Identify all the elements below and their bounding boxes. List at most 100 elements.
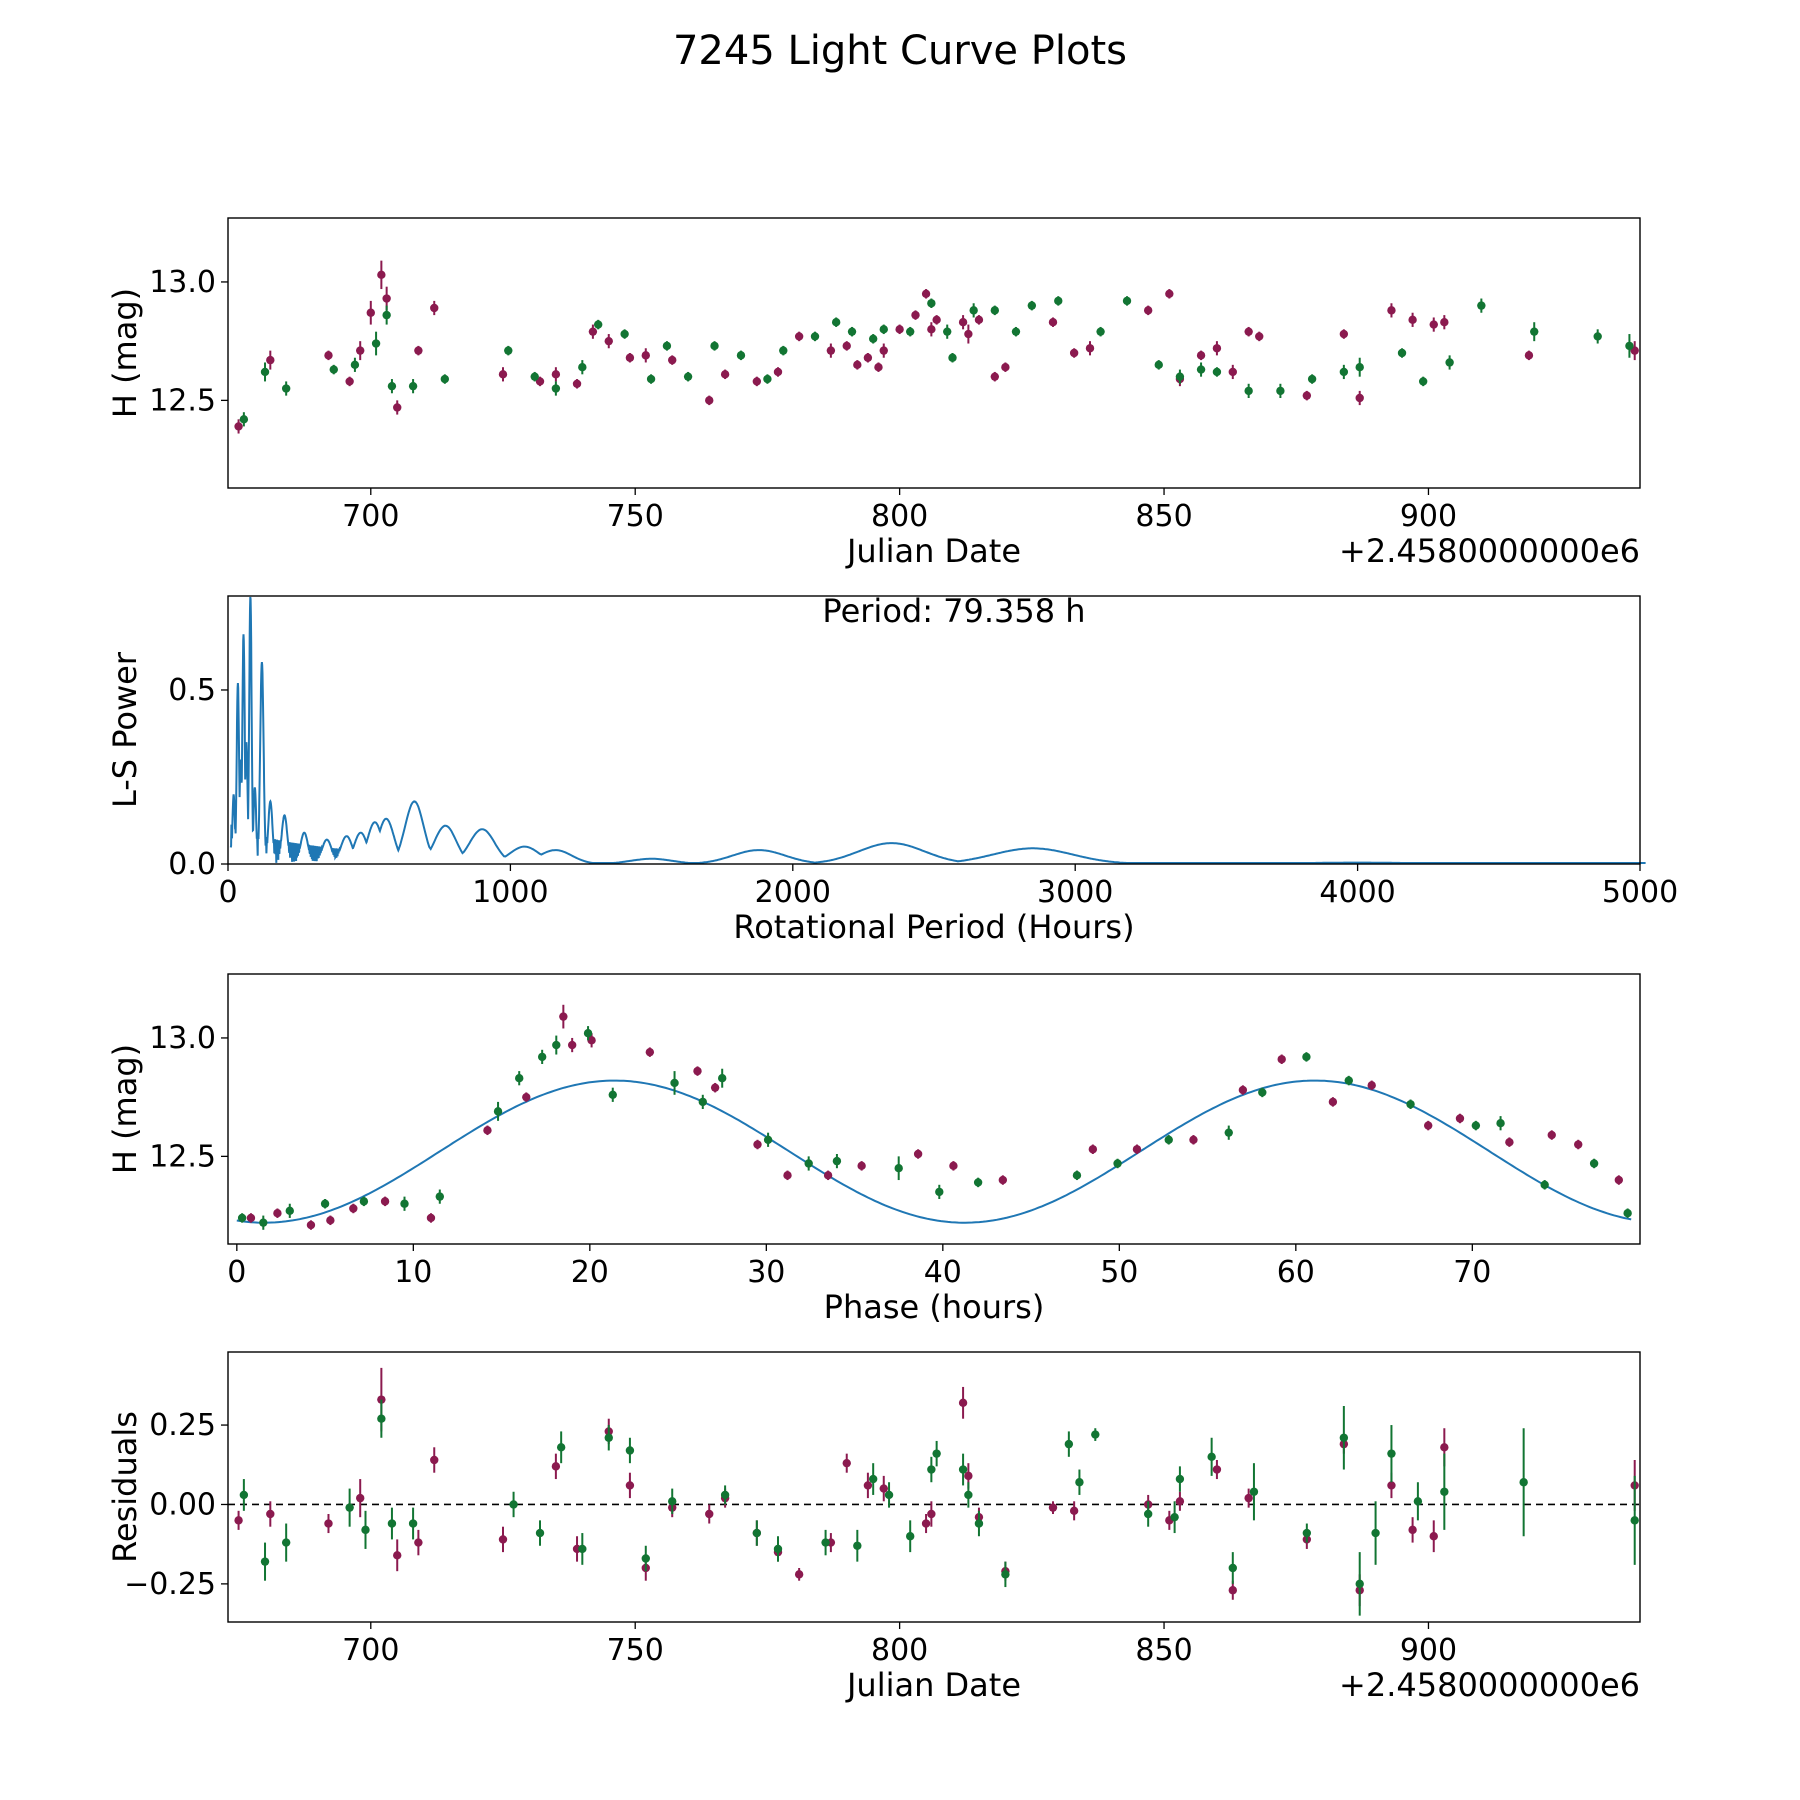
data-point xyxy=(371,339,381,348)
data-point xyxy=(625,1446,635,1455)
data-point xyxy=(1328,1097,1338,1107)
data-point xyxy=(1238,1085,1248,1095)
data-point xyxy=(1530,327,1539,336)
data-point xyxy=(625,1481,635,1490)
data-point xyxy=(973,1178,983,1187)
data-point xyxy=(1011,327,1021,336)
data-point xyxy=(1069,348,1079,358)
data-point xyxy=(1154,360,1163,370)
x-tick-label: 850 xyxy=(1135,1633,1192,1668)
data-point xyxy=(821,1538,830,1547)
data-point xyxy=(387,1519,397,1528)
data-point xyxy=(1085,344,1095,353)
y-tick-label: 12.5 xyxy=(149,1139,216,1174)
data-point xyxy=(718,1074,727,1083)
data-point xyxy=(1196,351,1206,360)
data-point xyxy=(693,1066,702,1076)
y-axis-label: Residuals xyxy=(106,1411,144,1563)
data-point xyxy=(1429,320,1438,329)
data-point xyxy=(1302,1528,1312,1538)
data-point xyxy=(1355,393,1364,403)
x-axis-label: Rotational Period (Hours) xyxy=(733,908,1134,946)
data-point xyxy=(773,367,783,377)
x-tick-label: 0 xyxy=(218,875,237,910)
series-a xyxy=(234,1367,1639,1607)
data-point xyxy=(1228,1586,1237,1595)
data-point xyxy=(879,1484,888,1493)
data-point xyxy=(1212,367,1222,377)
data-point xyxy=(810,332,820,341)
y-axis-label: H (mag) xyxy=(106,1044,144,1174)
data-point xyxy=(935,1187,944,1197)
data-point xyxy=(266,355,275,365)
data-point xyxy=(1574,1140,1583,1149)
data-point xyxy=(1255,332,1264,341)
data-point xyxy=(1072,1171,1082,1180)
y-tick-label: 0.25 xyxy=(149,1408,216,1443)
plot-frame xyxy=(227,1351,1641,1623)
x-tick-label: 900 xyxy=(1400,1633,1457,1668)
data-point xyxy=(1418,377,1428,386)
data-point xyxy=(895,325,904,334)
data-point xyxy=(1096,327,1105,336)
data-point xyxy=(530,372,539,381)
data-point xyxy=(551,1462,561,1471)
data-point xyxy=(361,1525,370,1535)
figure-title: 7245 Light Curve Plots xyxy=(672,28,1127,74)
data-point xyxy=(823,1171,833,1180)
data-point xyxy=(273,1209,282,1218)
data-point xyxy=(857,1161,866,1171)
data-point xyxy=(551,370,561,379)
data-point xyxy=(927,325,936,334)
data-point xyxy=(1625,341,1634,351)
x-tick-label: 0 xyxy=(227,1255,246,1290)
data-point xyxy=(1408,1525,1417,1535)
data-point xyxy=(1355,1579,1364,1589)
data-point xyxy=(393,403,402,412)
data-point xyxy=(345,1503,354,1512)
data-point xyxy=(879,346,888,355)
data-point xyxy=(894,1164,903,1173)
data-point xyxy=(958,1465,968,1474)
light-curve-panel: 700 750 800 850 900 12.5 13.0 Julian Date H (mag… xyxy=(106,217,1641,570)
data-point xyxy=(1440,1443,1449,1452)
data-point xyxy=(832,1156,842,1166)
data-point xyxy=(1001,363,1010,372)
x-tick-label: 2000 xyxy=(755,875,831,910)
data-point xyxy=(1302,391,1312,400)
data-point xyxy=(408,381,418,391)
series-a xyxy=(234,260,1639,434)
data-point xyxy=(1165,289,1174,298)
data-point xyxy=(949,1161,958,1171)
data-point xyxy=(927,1465,936,1474)
data-point xyxy=(1445,358,1454,367)
data-point xyxy=(906,1532,915,1541)
x-axis-label: Julian Date xyxy=(845,532,1021,570)
data-point xyxy=(239,1490,249,1500)
residuals-panel: 700 750 800 850 900 0.25 0.00 −0.25 Julian Date R… xyxy=(106,1351,1641,1704)
x-tick-label: 750 xyxy=(607,1633,664,1668)
data-point xyxy=(868,334,878,343)
data-point xyxy=(400,1199,409,1208)
x-axis-label: Phase (hours) xyxy=(824,1288,1045,1326)
data-point xyxy=(921,1519,931,1528)
data-point xyxy=(1069,1506,1079,1516)
data-point xyxy=(329,365,338,374)
data-point xyxy=(535,1528,545,1538)
data-point xyxy=(1175,1497,1185,1506)
data-point xyxy=(863,353,873,362)
data-point xyxy=(1212,1465,1222,1474)
data-point xyxy=(847,327,857,336)
data-point xyxy=(1048,1503,1058,1512)
data-point xyxy=(1088,1145,1098,1154)
data-point xyxy=(493,1107,503,1116)
x-tick-label: 5000 xyxy=(1602,875,1678,910)
data-point xyxy=(509,1500,518,1509)
data-point xyxy=(736,351,746,360)
data-point xyxy=(306,1220,316,1230)
data-point xyxy=(320,1199,330,1208)
data-point xyxy=(783,1171,792,1180)
data-point xyxy=(1387,1449,1396,1458)
data-point xyxy=(260,367,270,377)
data-point xyxy=(974,1519,984,1528)
